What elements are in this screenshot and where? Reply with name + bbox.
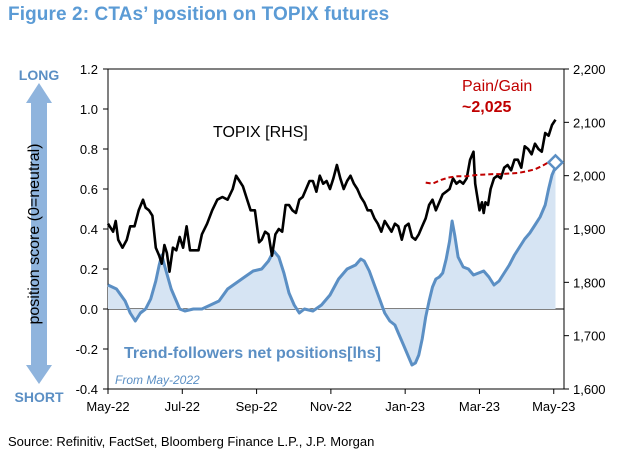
pain-gain-value: ~2,025 [462, 99, 511, 116]
y-left-tick-label: -0.4 [76, 382, 98, 397]
y-left-tick-label: 1.0 [80, 102, 98, 117]
y-left-tick-label: -0.2 [76, 342, 98, 357]
long-short-arrow [26, 83, 52, 384]
y-left-tick-label: 0.0 [80, 302, 98, 317]
y-right-tick-label: 2,100 [573, 115, 606, 130]
x-tick-label: Jul-22 [165, 399, 200, 414]
y-right-tick-label: 2,000 [573, 169, 606, 184]
short-label: SHORT [15, 389, 64, 405]
chart-title: Figure 2: CTAs’ position on TOPIX future… [8, 4, 390, 25]
y-left-tick-label: 0.6 [80, 182, 98, 197]
x-tick-label: May-23 [532, 399, 575, 414]
positions-label: Trend-followers net positions[lhs] [124, 345, 381, 362]
x-tick-label: Nov-22 [310, 399, 352, 414]
x-tick-label: Sep-22 [236, 399, 278, 414]
topix-line [106, 118, 557, 273]
from-label: From May-2022 [115, 373, 200, 387]
chart-area: LONG SHORT position score (0=neutral) -0… [15, 62, 606, 414]
y-right-tick-label: 1,600 [573, 382, 606, 397]
x-tick-label: Jan-23 [385, 399, 425, 414]
long-label: LONG [19, 67, 60, 83]
x-tick-label: Mar-23 [459, 399, 500, 414]
plot-frame [107, 68, 565, 390]
x-ticks: May-22 Jul-22 Sep-22 Nov-22 Jan-23 Mar-23 May-… [86, 389, 575, 414]
y-left-tick-label: 0.4 [80, 222, 98, 237]
y-right-tick-label: 1,800 [573, 275, 606, 290]
source-note: Source: Refinitiv, FactSet, Bloomberg Fi… [8, 434, 375, 449]
y-right-tick-label: 2,200 [573, 62, 606, 77]
y-axis-label: position score (0=neutral) [26, 144, 43, 325]
y-right-tick-label: 1,900 [573, 222, 606, 237]
pain-gain-line [425, 158, 555, 185]
pain-gain-marker [546, 153, 565, 172]
y-left-tick-label: 0.2 [80, 262, 98, 277]
x-tick-label: May-22 [86, 399, 129, 414]
positions-line [107, 166, 557, 367]
y-right-tick-label: 1,700 [573, 329, 606, 344]
y-right-ticks: 1,600 1,700 1,800 1,900 2,000 2,100 2,200 [564, 62, 606, 397]
y-left-tick-label: 1.2 [80, 62, 98, 77]
y-left-tick-label: 0.8 [80, 142, 98, 157]
pain-gain-title: Pain/Gain [462, 78, 532, 95]
y-left-ticks: -0.4 -0.2 0.0 0.2 0.4 0.6 0.8 1.0 1.2 [76, 62, 108, 397]
topix-label: TOPIX [RHS] [213, 124, 308, 141]
